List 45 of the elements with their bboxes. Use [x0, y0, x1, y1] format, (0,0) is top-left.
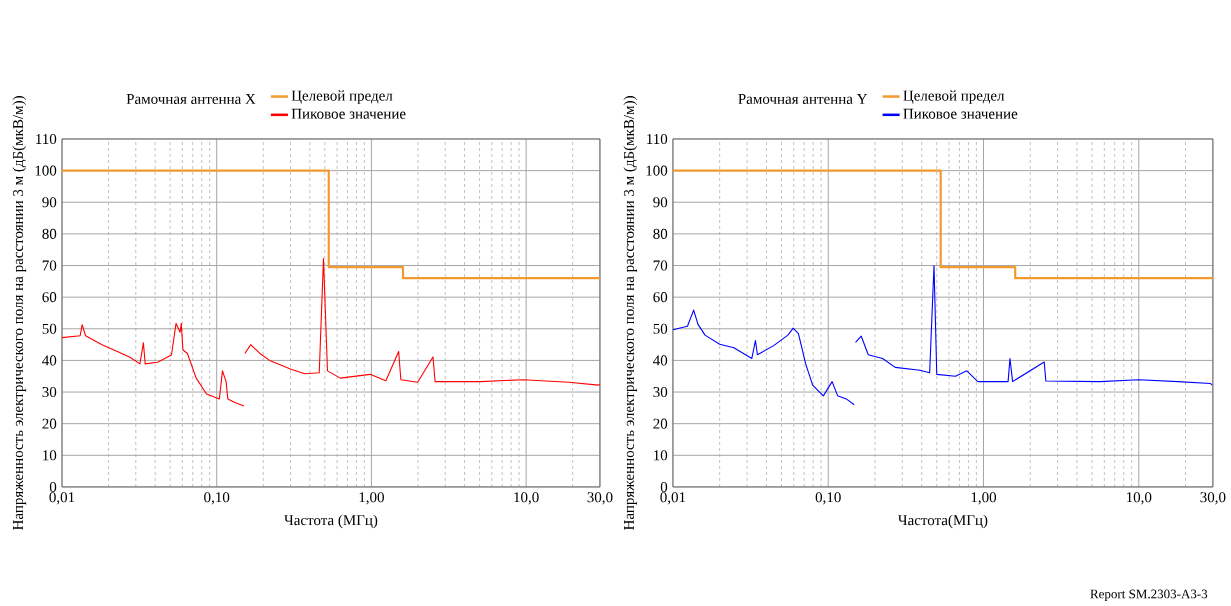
x-tick-label: 0,01 — [660, 492, 686, 505]
y-tick-label: 40 — [42, 355, 57, 366]
x-tick-label: 0,10 — [815, 492, 841, 505]
y-tick-label: 90 — [42, 197, 57, 208]
y-tick-label: 100 — [35, 165, 57, 176]
y-tick-label: 110 — [36, 133, 57, 145]
y-tick-label: 40 — [653, 355, 668, 366]
legend-label: Целевой предел — [903, 90, 1005, 104]
x-tick-label: 0,10 — [204, 492, 230, 505]
legend-label: Целевой предел — [291, 90, 393, 104]
x-axis-title: Частота(МГц) — [897, 514, 988, 529]
x-tick-label: 1,00 — [359, 492, 384, 505]
y-tick-label: 50 — [42, 323, 57, 334]
text: Report SM.2303-A3-3 — [1090, 589, 1208, 601]
y-tick-label: 100 — [646, 165, 668, 176]
x-tick-label: 30,0 — [587, 492, 613, 505]
legend-title: Рамочная антенна Y — [738, 93, 868, 104]
legend-label: Пиковое значение — [291, 108, 406, 119]
x-axis-title: Частота (МГц) — [284, 514, 378, 529]
x-tick-label: 30,0 — [1200, 492, 1226, 505]
y-tick-label: 80 — [653, 228, 668, 239]
x-tick-label: 0,01 — [49, 492, 75, 505]
y-tick-label: 20 — [653, 418, 668, 429]
y-tick-label: 0 — [660, 481, 668, 492]
y-tick-label: 70 — [42, 260, 57, 271]
x-tick-label: 10,0 — [514, 492, 539, 505]
y-tick-label: 90 — [653, 197, 668, 208]
x-tick-label: 1,00 — [971, 492, 997, 505]
y-tick-label: 80 — [42, 228, 57, 239]
y-axis-title: Напряженность электрического поля на расстоянии 3 м (дБ(мкВ/м)) — [623, 96, 638, 531]
y-tick-label: 10 — [43, 450, 57, 461]
y-tick-label: 30 — [42, 386, 57, 398]
y-tick-label: 0 — [49, 481, 57, 492]
y-tick-label: 60 — [653, 292, 668, 303]
x-tick-label: 10,0 — [1126, 492, 1152, 505]
y-axis-title: Напряженность электрического поля на расстоянии 3 м (дБ(мкВ/м)) — [12, 96, 27, 531]
y-tick-label: 110 — [647, 133, 668, 145]
legend-label: Пиковое значение — [903, 108, 1018, 119]
y-tick-label: 50 — [653, 323, 668, 334]
y-tick-label: 30 — [653, 386, 668, 398]
legend-title: Рамочная антенна X — [126, 93, 256, 104]
y-tick-label: 70 — [653, 260, 668, 271]
y-tick-label: 10 — [654, 450, 668, 461]
y-tick-label: 60 — [42, 292, 57, 303]
y-tick-label: 20 — [42, 418, 57, 429]
